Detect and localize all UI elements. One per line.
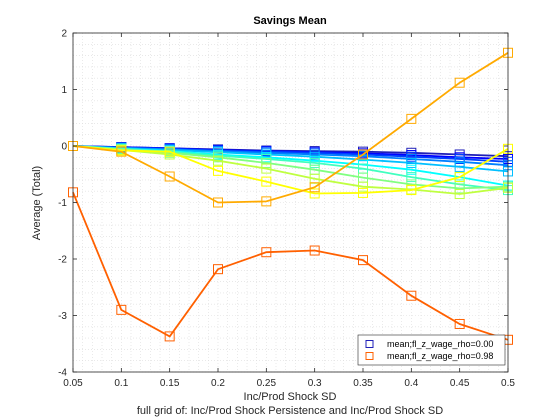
data-point-marker: [358, 149, 368, 160]
legend-label: mean;fl_z_wage_rho=0.98: [387, 351, 493, 361]
series-line: [72, 145, 509, 195]
y-tick-label: -1: [58, 198, 67, 209]
y-tick-label: 2: [61, 29, 67, 40]
data-point-marker: [164, 146, 175, 157]
data-point-marker: [406, 113, 417, 124]
x-tick-label: 0.5: [501, 378, 515, 389]
data-point-marker: [164, 171, 175, 182]
x-tick-label: 0.1: [114, 378, 128, 389]
x-tick-label: 0.25: [257, 378, 277, 389]
data-point-marker: [164, 331, 175, 342]
y-tick-label: 0: [61, 142, 67, 153]
y-axis-label: Average (Total): [31, 166, 43, 240]
y-tick-label: -3: [58, 311, 67, 322]
legend: mean;fl_z_wage_rho=0.00 mean;fl_z_wage_rh…: [357, 334, 506, 366]
grid: [72, 32, 509, 373]
data-point-marker: [309, 245, 320, 256]
series-11: [68, 47, 513, 208]
legend-marker: [365, 340, 374, 348]
data-point-marker: [261, 176, 272, 187]
data-point-marker: [406, 172, 417, 183]
series-line: [72, 52, 509, 204]
series-layer: [68, 47, 513, 345]
x-tick-label: 0.15: [160, 378, 180, 389]
data-point-marker: [454, 318, 465, 329]
series-line: [72, 191, 509, 341]
figure-caption: full grid of: Inc/Prod Shock Persistence…: [137, 405, 443, 417]
data-point-marker: [454, 172, 465, 183]
x-tick-label: 0.35: [353, 378, 373, 389]
x-tick-label: 0.45: [450, 378, 470, 389]
data-point-marker: [309, 173, 320, 184]
data-point-marker: [454, 77, 465, 88]
axes: [72, 32, 509, 373]
data-point-marker: [358, 187, 368, 198]
data-point-marker: [406, 164, 417, 175]
x-tick-label: 0.4: [404, 378, 418, 389]
legend-entry: mean;fl_z_wage_rho=0.98: [365, 351, 493, 361]
data-point-marker: [116, 146, 127, 157]
data-point-marker: [358, 181, 368, 192]
data-point-marker: [406, 185, 417, 196]
data-point-marker: [213, 165, 223, 176]
y-tick-label: -2: [58, 255, 67, 266]
data-point-marker: [309, 188, 320, 199]
legend-box: [357, 334, 506, 366]
data-point-marker: [213, 197, 223, 208]
data-point-marker: [454, 189, 465, 200]
data-point-marker: [406, 290, 417, 301]
data-point-marker: [261, 196, 272, 207]
x-tick-label: 0.3: [308, 378, 322, 389]
x-axis-label: Inc/Prod Shock SD: [244, 391, 337, 403]
series-12: [68, 187, 513, 345]
y-tick-label: -4: [58, 368, 67, 379]
data-point-marker: [261, 157, 272, 168]
data-point-marker: [309, 157, 320, 168]
tick-labels: 0.05 0.1 0.15 0.2 0.25 0.3 0.35 0.4 0.45 0.5 2 1 0 -1…: [58, 29, 515, 390]
x-tick-label: 0.05: [63, 378, 83, 389]
data-point-marker: [213, 155, 223, 166]
series-line: [72, 145, 509, 195]
chart-title: Savings Mean: [253, 15, 327, 27]
data-point-marker: [261, 247, 272, 258]
data-point-marker: [454, 183, 465, 194]
y-tick-label: 1: [61, 85, 67, 96]
data-point-marker: [261, 163, 272, 174]
data-point-marker: [213, 264, 223, 275]
legend-entry: mean;fl_z_wage_rho=0.00: [365, 339, 493, 349]
legend-marker: [365, 352, 374, 360]
data-point-marker: [309, 182, 320, 193]
data-point-marker: [454, 161, 465, 172]
legend-label: mean;fl_z_wage_rho=0.00: [387, 339, 493, 349]
data-point-marker: [116, 304, 127, 315]
data-point-marker: [406, 157, 417, 168]
data-point-marker: [358, 255, 368, 266]
x-tick-label: 0.2: [211, 378, 225, 389]
